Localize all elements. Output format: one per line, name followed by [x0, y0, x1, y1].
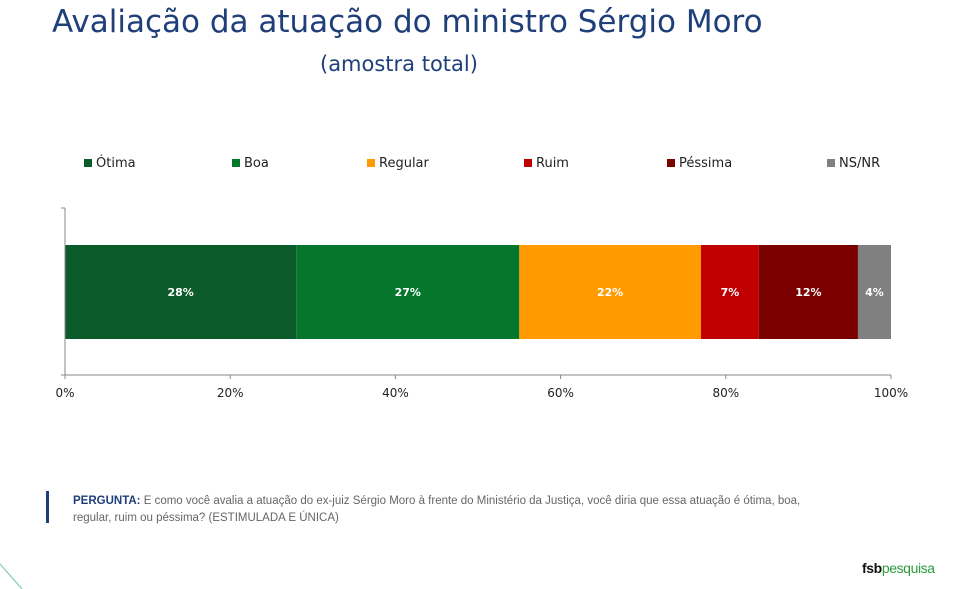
page-title: Avaliação da atuação do ministro Sérgio …	[52, 4, 763, 40]
legend-swatch	[232, 159, 240, 167]
question-label: PERGUNTA:	[73, 495, 141, 507]
legend-label: Ótima	[96, 155, 136, 171]
legend-label: Péssima	[679, 155, 733, 171]
bar-data-label: 28%	[167, 286, 193, 299]
x-tick-label: 40%	[382, 386, 409, 400]
legend-item: Regular	[367, 154, 429, 172]
logo-part-fsb: fsb	[862, 560, 882, 576]
legend-label: Regular	[379, 155, 429, 171]
legend-label: NS/NR	[839, 155, 881, 171]
bar-segment	[65, 245, 297, 339]
bar-data-label: 7%	[721, 286, 740, 299]
legend-item: Ótima	[84, 154, 136, 172]
legend-label: Boa	[244, 155, 269, 171]
bar-segment	[296, 245, 520, 339]
bar-segment	[519, 245, 702, 339]
bar-segment	[857, 245, 891, 339]
legend-item: NS/NR	[827, 154, 880, 172]
corner-decoration	[0, 563, 23, 589]
bar-data-label: 27%	[395, 286, 421, 299]
legend-swatch	[367, 159, 375, 167]
bar-data-label: 22%	[597, 286, 623, 299]
x-tick-label: 80%	[712, 386, 739, 400]
x-tick-label: 0%	[55, 386, 74, 400]
x-tick-label: 20%	[217, 386, 244, 400]
brand-logo: fsbpesquisa	[862, 560, 935, 576]
question-text: PERGUNTA: E como você avalia a atuação d…	[73, 493, 818, 527]
legend-item: Boa	[232, 154, 269, 172]
legend-label: Ruim	[536, 155, 569, 171]
question-body: E como você avalia a atuação do ex-juiz …	[73, 495, 801, 524]
x-tick-label: 100%	[874, 386, 908, 400]
question-accent-bar	[46, 491, 49, 523]
legend-item: Ruim	[524, 154, 569, 172]
x-tick-label: 60%	[547, 386, 574, 400]
bar-data-label: 4%	[865, 286, 884, 299]
page-subtitle: (amostra total)	[320, 52, 478, 76]
bar-data-label: 12%	[795, 286, 821, 299]
legend-swatch	[827, 159, 835, 167]
logo-part-pesquisa: pesquisa	[881, 560, 935, 576]
bar-segment	[701, 245, 759, 339]
legend-swatch	[84, 159, 92, 167]
legend-item: Péssima	[667, 154, 732, 172]
bar-segment	[758, 245, 858, 339]
legend-swatch	[667, 159, 675, 167]
legend-swatch	[524, 159, 532, 167]
